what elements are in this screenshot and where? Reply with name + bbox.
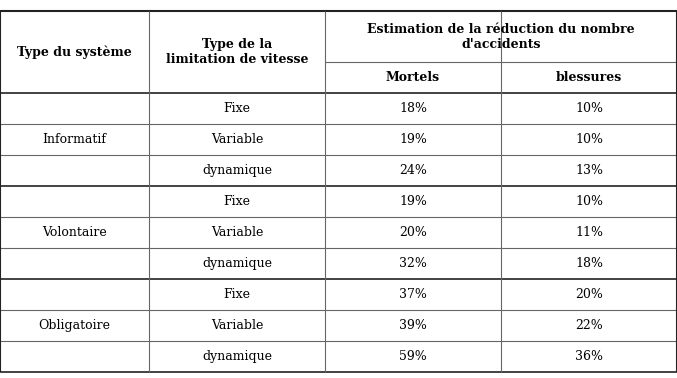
Text: Variable: Variable	[211, 133, 263, 146]
Text: dynamique: dynamique	[202, 257, 272, 270]
Text: 32%: 32%	[399, 257, 427, 270]
Text: dynamique: dynamique	[202, 164, 272, 177]
Text: Informatif: Informatif	[43, 133, 106, 146]
Text: 10%: 10%	[575, 102, 603, 115]
Text: 59%: 59%	[399, 350, 427, 363]
Text: 19%: 19%	[399, 133, 427, 146]
Text: 20%: 20%	[575, 288, 603, 301]
Text: dynamique: dynamique	[202, 350, 272, 363]
Text: 39%: 39%	[399, 319, 427, 332]
Text: Obligatoire: Obligatoire	[39, 319, 110, 332]
Text: Mortels: Mortels	[386, 71, 440, 84]
Text: 10%: 10%	[575, 133, 603, 146]
Text: Variable: Variable	[211, 226, 263, 239]
Text: 36%: 36%	[575, 350, 603, 363]
Text: blessures: blessures	[556, 71, 622, 84]
Text: 11%: 11%	[575, 226, 603, 239]
Text: 20%: 20%	[399, 226, 427, 239]
Text: 18%: 18%	[575, 257, 603, 270]
Text: Volontaire: Volontaire	[42, 226, 107, 239]
Text: Fixe: Fixe	[223, 102, 250, 115]
Text: Estimation de la réduction du nombre
d'accidents: Estimation de la réduction du nombre d'a…	[367, 23, 635, 51]
Text: 22%: 22%	[575, 319, 603, 332]
Text: 10%: 10%	[575, 195, 603, 208]
Text: Fixe: Fixe	[223, 195, 250, 208]
Text: Fixe: Fixe	[223, 288, 250, 301]
Text: Type du système: Type du système	[17, 46, 132, 59]
Text: Variable: Variable	[211, 319, 263, 332]
Text: 37%: 37%	[399, 288, 427, 301]
Text: 13%: 13%	[575, 164, 603, 177]
Text: Type de la
limitation de vitesse: Type de la limitation de vitesse	[166, 38, 308, 67]
Text: 18%: 18%	[399, 102, 427, 115]
Text: 19%: 19%	[399, 195, 427, 208]
Text: 24%: 24%	[399, 164, 427, 177]
